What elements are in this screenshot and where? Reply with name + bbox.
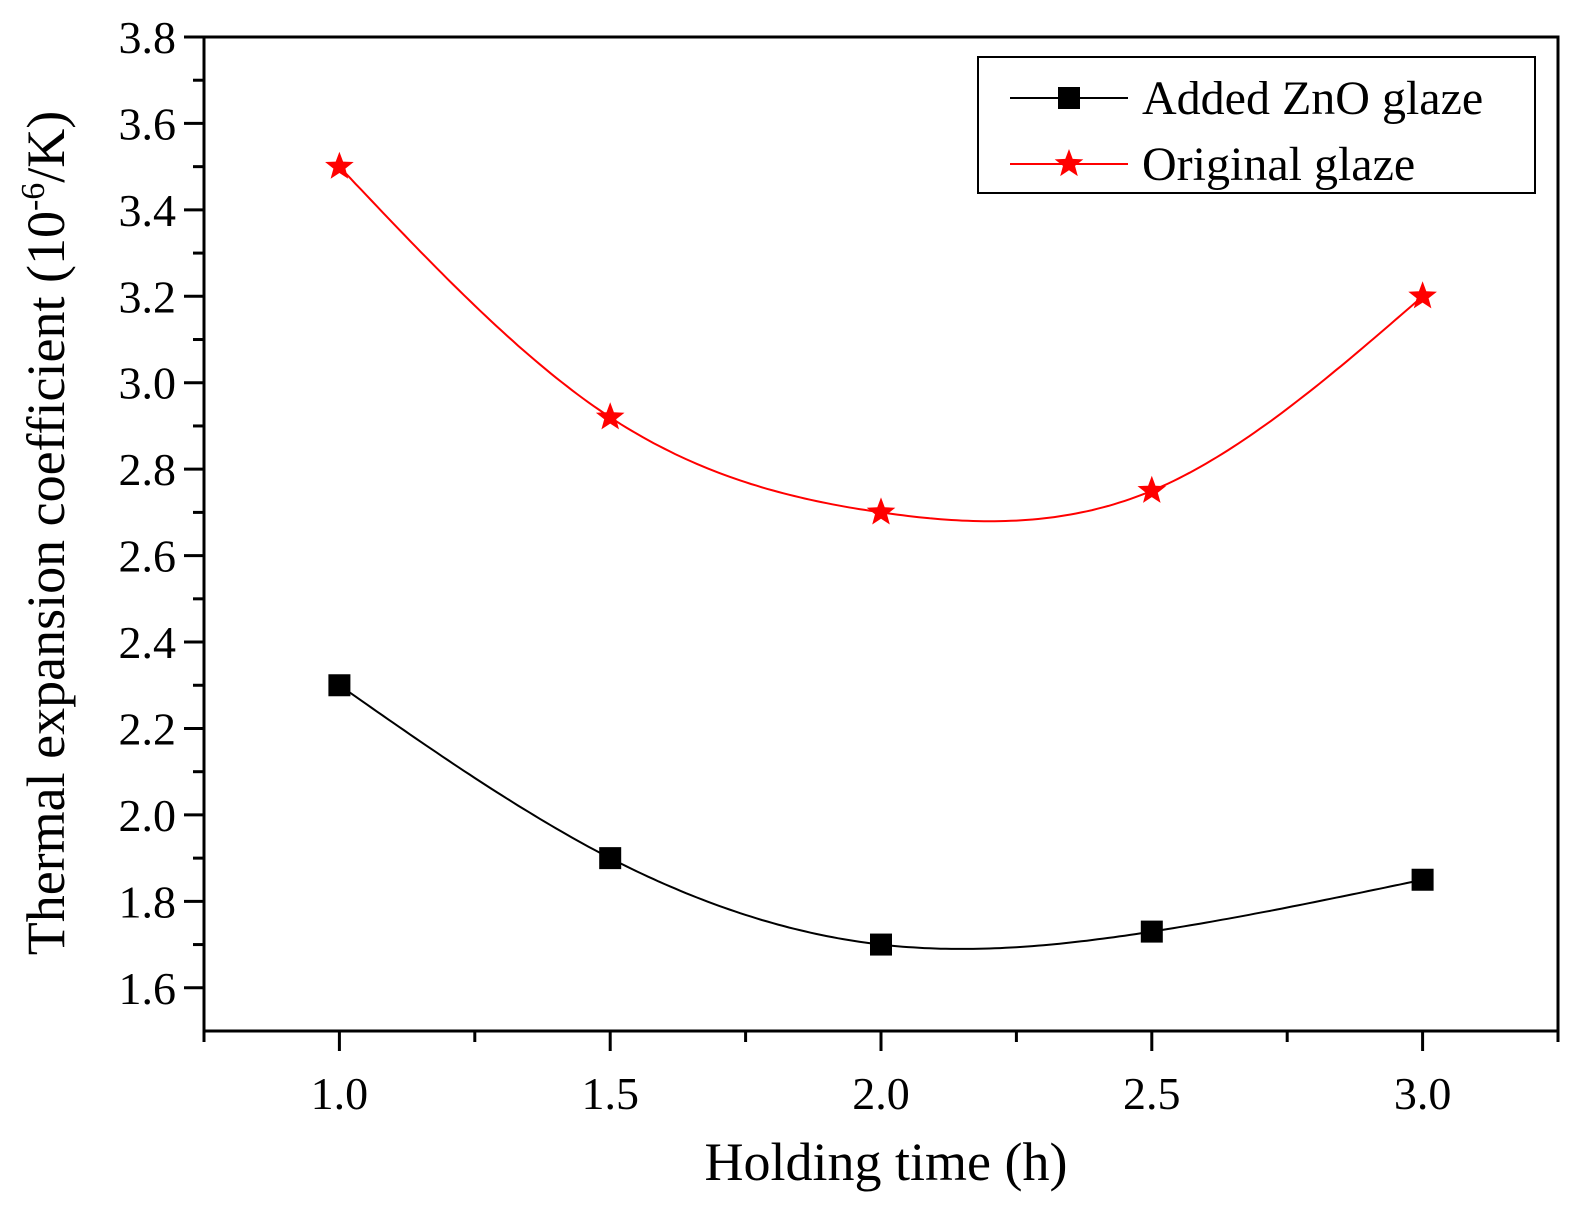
x-axis-label: Holding time (h)	[705, 1132, 1068, 1192]
y-tick-label: 2.6	[119, 531, 177, 582]
data-point-star	[866, 497, 896, 525]
data-point-star	[1137, 475, 1167, 503]
data-point-square	[1140, 920, 1163, 943]
x-tick-label: 2.5	[1123, 1068, 1181, 1119]
data-point-square	[599, 847, 622, 870]
series-line	[338, 684, 1423, 950]
legend-label: Added ZnO glaze	[1142, 72, 1483, 125]
data-point-square	[870, 933, 892, 956]
y-tick-label: 3.0	[119, 358, 177, 409]
y-tick-label: 3.6	[119, 98, 177, 149]
legend-label: Original glaze	[1142, 138, 1415, 191]
y-axis-label: Thermal expansion coefficient (10-6/K)	[15, 111, 76, 956]
data-point-square	[1411, 868, 1434, 891]
x-tick-label: 2.0	[852, 1068, 910, 1119]
data-point-star	[325, 151, 354, 179]
y-tick-label: 3.8	[119, 12, 177, 63]
y-tick-label: 2.0	[119, 790, 177, 841]
y-tick-label: 1.6	[119, 963, 177, 1014]
data-point-square	[328, 674, 351, 697]
series-layer	[325, 151, 1437, 956]
series-original-glaze	[325, 151, 1437, 525]
data-point-star	[1408, 281, 1437, 309]
legend-item: Added ZnO glaze	[1010, 72, 1483, 125]
legend: Added ZnO glaze Original glaze	[977, 56, 1536, 194]
y-tick-label: 2.2	[119, 703, 177, 754]
y-tick-label: 3.2	[119, 271, 177, 322]
axes: 1.6 1.8 2.0 2.2 2.4 2.6 2.8 3.0 3.2 3.4 3.6 3.8 1.0 1…	[119, 12, 1560, 1119]
y-tick-label: 2.8	[119, 444, 177, 495]
y-tick-label: 2.4	[119, 617, 177, 668]
series-line	[338, 166, 1424, 523]
legend-item: Original glaze	[1010, 138, 1415, 191]
y-tick-label: 1.8	[119, 876, 177, 927]
data-point-star	[595, 402, 625, 430]
y-tick-label: 3.4	[119, 185, 177, 236]
x-tick-label: 1.0	[311, 1068, 369, 1119]
x-tick-label: 3.0	[1394, 1068, 1452, 1119]
data-point-square	[1058, 87, 1080, 109]
data-point-star	[1054, 149, 1084, 177]
series-added-zno-glaze	[328, 674, 1434, 956]
x-tick-label: 1.5	[581, 1068, 639, 1119]
